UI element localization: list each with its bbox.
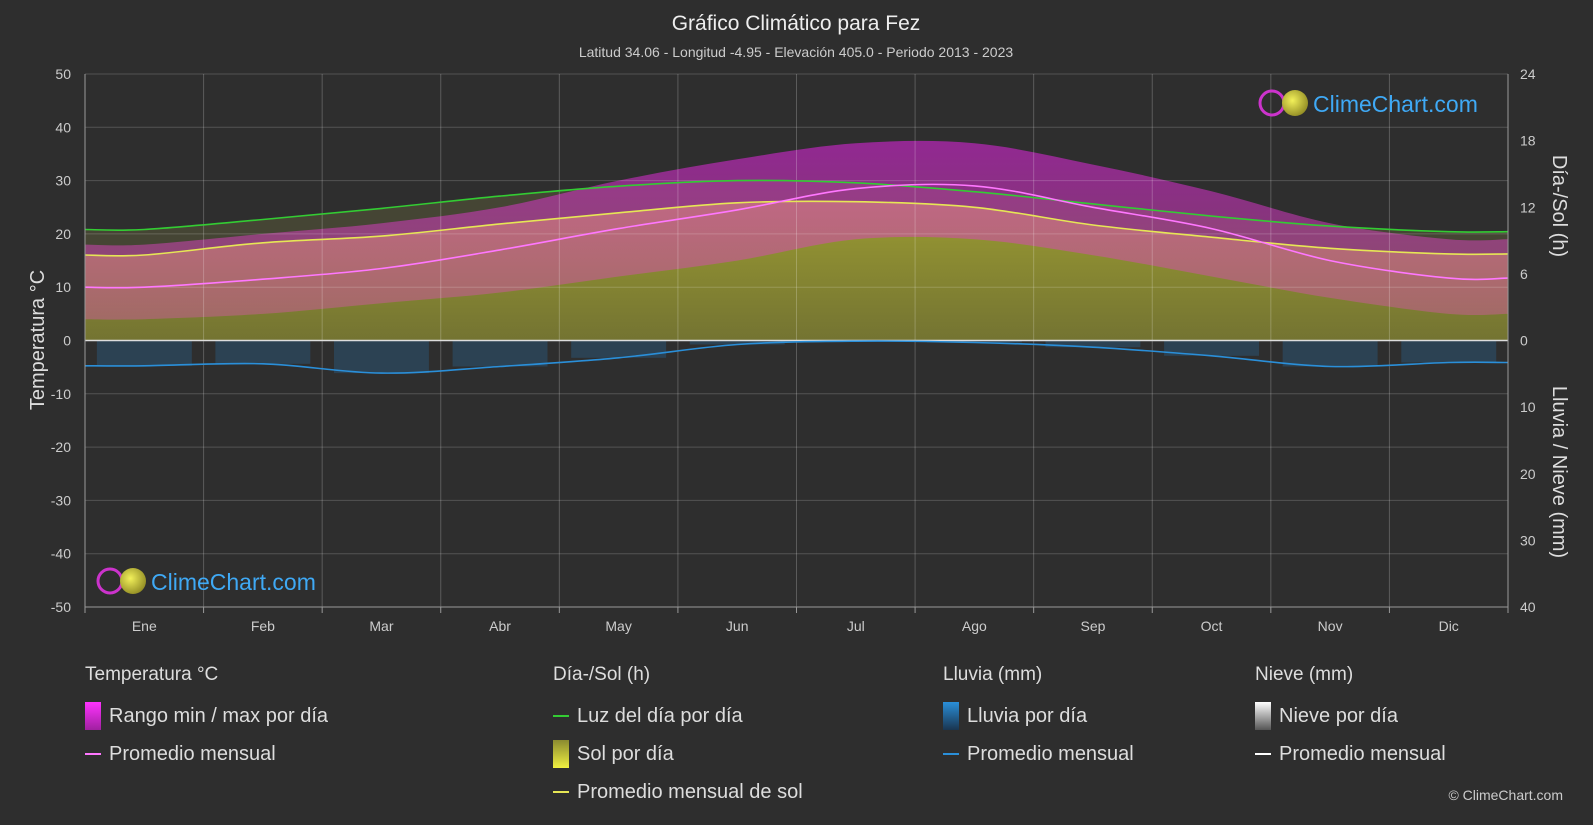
watermark-bottom: ClimeChart.com bbox=[96, 567, 316, 595]
x-tick-label: Oct bbox=[1201, 618, 1223, 634]
legend-label: Promedio mensual bbox=[109, 742, 276, 765]
legend-item: Promedio mensual bbox=[85, 742, 328, 766]
y-right-bottom-tick-label: 10 bbox=[1520, 399, 1536, 415]
x-tick-label: Feb bbox=[251, 618, 275, 634]
legend-title: Nieve (mm) bbox=[1255, 664, 1354, 685]
legend-item: Rango min / max por día bbox=[85, 702, 328, 730]
y-right-top-tick-label: 24 bbox=[1520, 66, 1536, 82]
y-right-top-axis-label: Día-/Sol (h) bbox=[1548, 155, 1570, 257]
sun-mean-line bbox=[85, 200, 1508, 257]
rain-bar bbox=[1282, 340, 1378, 367]
legend-label: Luz del día por día bbox=[577, 704, 743, 727]
y-right-bottom-tick-label: 30 bbox=[1520, 532, 1536, 548]
axes: 50 40 30 20 10 0 -10 -20 -30 -40 -50 24 18 12 6 0 10 20 30… bbox=[51, 66, 1536, 634]
rain-bar bbox=[1164, 340, 1259, 356]
legend-sun: Día-/Sol (h) Luz del día por día Sol por… bbox=[553, 664, 803, 818]
legend-title: Temperatura °C bbox=[85, 664, 219, 685]
x-tick-label: Jul bbox=[847, 618, 865, 634]
x-tick-label: Ago bbox=[962, 618, 987, 634]
legend-label: Promedio mensual bbox=[967, 742, 1134, 765]
legend-label: Lluvia por día bbox=[967, 704, 1088, 727]
legend-label: Sol por día bbox=[577, 742, 674, 765]
y-left-tick-label: 40 bbox=[55, 119, 71, 135]
y-right-top-tick-label: 18 bbox=[1520, 133, 1536, 149]
chart-title: Gráfico Climático para Fez bbox=[672, 12, 921, 35]
sun-mean-swatch bbox=[553, 791, 569, 793]
y-left-tick-label: 50 bbox=[55, 66, 71, 82]
data-lines bbox=[85, 179, 1508, 374]
x-tick-label: Sep bbox=[1080, 618, 1105, 634]
rain-bar bbox=[1045, 340, 1141, 348]
legend-temperature: Temperatura °C Rango min / max por día P… bbox=[85, 664, 328, 780]
legend-item: Sol por día bbox=[553, 740, 803, 768]
rain-mean-line bbox=[85, 340, 1508, 374]
y-right-top-tick-label: 12 bbox=[1520, 199, 1536, 215]
y-right-top-tick-label: 6 bbox=[1520, 266, 1528, 282]
x-tick-label: Dic bbox=[1439, 618, 1459, 634]
snow-swatch bbox=[1255, 702, 1271, 730]
y-right-bottom-tick-label: 20 bbox=[1520, 466, 1536, 482]
y-left-tick-label: -10 bbox=[51, 386, 71, 402]
y-left-tick-label: 20 bbox=[55, 226, 71, 242]
rain-bar bbox=[215, 340, 311, 364]
chart-subtitle: Latitud 34.06 - Longitud -4.95 - Elevaci… bbox=[579, 44, 1014, 60]
y-left-axis-label: Temperatura °C bbox=[27, 270, 49, 410]
watermark-text: ClimeChart.com bbox=[151, 569, 316, 595]
data-bands bbox=[85, 140, 1508, 374]
legend-rain: Lluvia (mm) Lluvia por día Promedio mens… bbox=[943, 664, 1134, 780]
legend-label: Promedio mensual de sol bbox=[577, 780, 803, 803]
y-left-tick-label: 0 bbox=[63, 333, 71, 349]
y-left-tick-label: -50 bbox=[51, 599, 71, 615]
x-tick-label: Mar bbox=[369, 618, 393, 634]
y-left-tick-label: -20 bbox=[51, 439, 71, 455]
y-left-tick-label: -30 bbox=[51, 492, 71, 508]
x-tick-label: Jun bbox=[726, 618, 749, 634]
y-right-bottom-axis-label: Lluvia / Nieve (mm) bbox=[1548, 386, 1570, 558]
legend-snow: Nieve (mm) Nieve por día Promedio mensua… bbox=[1255, 664, 1446, 780]
legend-label: Nieve por día bbox=[1279, 704, 1398, 727]
temp-mean-line bbox=[85, 183, 1508, 289]
watermark-top: ClimeChart.com bbox=[1258, 89, 1478, 117]
x-tick-label: Nov bbox=[1318, 618, 1343, 634]
legend-label: Rango min / max por día bbox=[109, 704, 328, 727]
temp-mean-swatch bbox=[85, 753, 101, 755]
y-left-tick-label: -40 bbox=[51, 546, 71, 562]
y-left-tick-label: 30 bbox=[55, 173, 71, 189]
legend-title: Día-/Sol (h) bbox=[553, 664, 651, 685]
logo-sun-icon bbox=[120, 568, 146, 594]
rain-bar bbox=[571, 340, 667, 358]
rain-swatch bbox=[943, 702, 959, 730]
daylight-swatch bbox=[553, 715, 569, 717]
temp-range-band bbox=[85, 140, 1508, 320]
rain-bar bbox=[452, 340, 548, 367]
y-right-top-tick-label: 0 bbox=[1520, 333, 1528, 349]
legend-item: Promedio mensual bbox=[943, 742, 1134, 766]
legend-title: Lluvia (mm) bbox=[943, 664, 1043, 685]
rain-mean-swatch bbox=[943, 753, 959, 755]
rain-bar bbox=[1401, 340, 1497, 363]
copyright: © ClimeChart.com bbox=[1448, 787, 1563, 803]
daylight-line bbox=[85, 179, 1508, 233]
x-tick-label: Ene bbox=[132, 618, 157, 634]
legend-item: Promedio mensual de sol bbox=[553, 780, 803, 804]
y-right-bottom-tick-label: 40 bbox=[1520, 599, 1536, 615]
rain-bar bbox=[689, 340, 785, 345]
legend-item: Promedio mensual bbox=[1255, 742, 1446, 766]
rain-bar bbox=[926, 340, 1022, 343]
logo-sun-icon bbox=[1282, 90, 1308, 116]
sun-swatch bbox=[553, 740, 569, 768]
legend-item: Luz del día por día bbox=[553, 704, 803, 728]
legend-item: Nieve por día bbox=[1255, 702, 1446, 730]
x-tick-label: Abr bbox=[489, 618, 511, 634]
x-tick-label: May bbox=[605, 618, 631, 634]
watermark-text: ClimeChart.com bbox=[1313, 91, 1478, 117]
temp-range-swatch bbox=[85, 702, 101, 730]
snow-mean-swatch bbox=[1255, 753, 1271, 755]
rain-bar bbox=[96, 340, 192, 366]
y-left-tick-label: 10 bbox=[55, 279, 71, 295]
rain-bar bbox=[334, 340, 429, 374]
legend-label: Promedio mensual bbox=[1279, 742, 1446, 765]
legend-item: Lluvia por día bbox=[943, 702, 1134, 730]
